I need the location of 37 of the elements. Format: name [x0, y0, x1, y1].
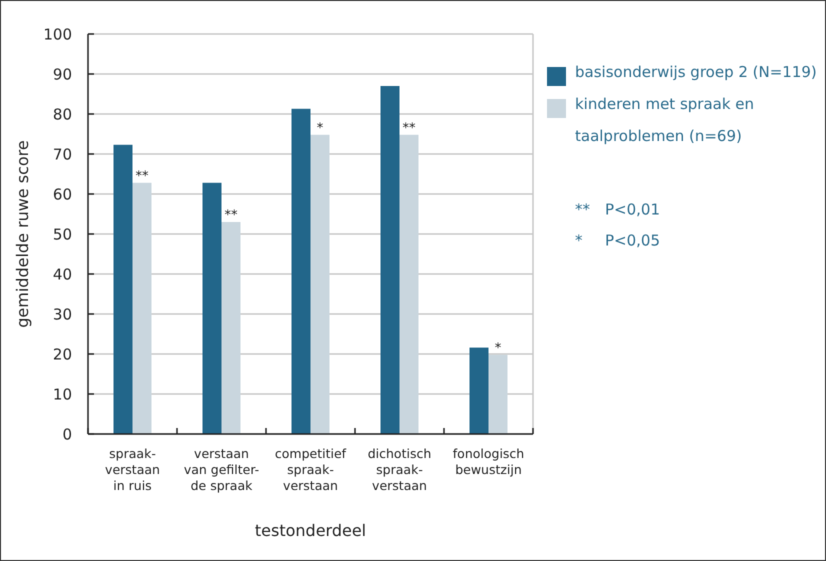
x-tick-label: verstaan van gefilter- de spraak	[184, 446, 260, 493]
y-tick-label: 100	[43, 25, 72, 44]
bar	[132, 182, 152, 434]
bar	[470, 348, 488, 434]
annotation: *	[316, 120, 324, 136]
annotation: **	[224, 208, 238, 223]
annotation: **	[136, 168, 149, 184]
y-tick-label: 90	[52, 65, 72, 84]
bar	[380, 86, 400, 434]
bar	[222, 222, 240, 434]
y-tick-label: 0	[62, 425, 72, 444]
x-tick-label: competitief spraak- verstaan	[274, 446, 347, 493]
x-tick-label: dichotisch spraak- verstaan	[368, 446, 432, 493]
bar	[400, 134, 418, 434]
y-tick-label: 50	[52, 225, 72, 244]
y-tick-label: 20	[52, 345, 72, 364]
annotation: **	[402, 120, 416, 136]
y-tick-label: 40	[52, 265, 72, 284]
bar	[202, 182, 222, 434]
x-axis-title: testonderdeel	[254, 521, 366, 540]
legend-label: kinderen met spraak en taalproblemen (n=69)	[575, 95, 754, 145]
y-tick-label: 10	[52, 385, 72, 404]
y-tick-label: 80	[52, 105, 72, 124]
bar	[488, 354, 508, 434]
y-tick-label: 60	[52, 185, 72, 204]
text: * P<0,05	[575, 231, 660, 250]
bar	[310, 134, 330, 434]
legend-label: basisonderwijs groep 2 (N=119)	[575, 63, 817, 81]
y-axis-title: gemiddelde ruwe score	[13, 140, 32, 328]
bar	[114, 144, 132, 434]
y-tick-label: 70	[52, 145, 72, 164]
y-tick-label: 30	[52, 305, 72, 324]
x-tick-label: spraak- verstaan in ruis	[105, 446, 160, 493]
x-tick-label: fonologisch bewustzijn	[452, 446, 524, 477]
annotation: *	[494, 340, 502, 356]
bar	[292, 108, 310, 434]
text: ** P<0,01	[575, 200, 660, 218]
